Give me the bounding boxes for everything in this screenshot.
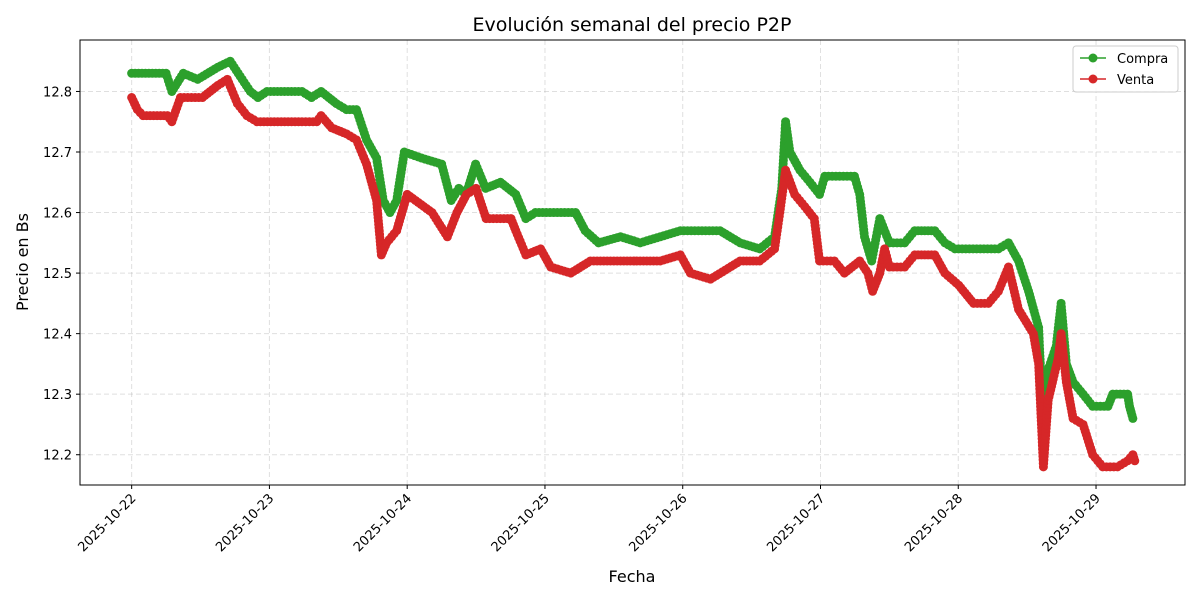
x-tick-label: 2025-10-22 — [75, 491, 139, 555]
chart-title: Evolución semanal del precio P2P — [473, 14, 792, 36]
legend: Compra Venta — [1072, 45, 1179, 93]
x-tick-label: 2025-10-23 — [213, 491, 277, 555]
x-tick-label: 2025-10-24 — [351, 491, 415, 555]
series-compra — [127, 56, 1138, 436]
y-tick-label: 12.3 — [43, 388, 72, 403]
y-tick-label: 12.7 — [43, 146, 72, 161]
series-layer — [127, 56, 1140, 472]
data-point — [1128, 413, 1138, 423]
series-venta — [127, 74, 1140, 472]
legend-compra-marker — [1088, 53, 1098, 63]
x-tick-label: 2025-10-27 — [764, 491, 828, 555]
y-tick-label: 12.2 — [43, 449, 72, 464]
y-tick-label: 12.6 — [43, 207, 72, 222]
x-tick-label: 2025-10-29 — [1040, 491, 1104, 555]
y-tick-label: 12.5 — [43, 267, 72, 282]
y-axis-label: Precio en Bs — [13, 213, 32, 311]
data-point — [1130, 456, 1140, 466]
x-axis: 2025-10-22 2025-10-23 2025-10-24 2025-10-25… — [75, 485, 1104, 555]
x-tick-label: 2025-10-25 — [489, 491, 553, 555]
plot-frame — [79, 39, 1186, 486]
legend-venta-marker — [1088, 74, 1098, 84]
x-tick-label: 2025-10-28 — [902, 491, 966, 555]
y-tick-label: 12.4 — [43, 328, 72, 343]
legend-venta-label: Venta — [1117, 73, 1154, 88]
legend-compra-label: Compra — [1117, 52, 1168, 67]
y-axis: 12.2 12.3 12.4 12.5 12.6 12.7 12.8 — [43, 85, 80, 464]
grid — [80, 40, 1185, 485]
x-tick-label: 2025-10-26 — [627, 491, 691, 555]
x-axis-label: Fecha — [609, 567, 656, 586]
y-tick-label: 12.8 — [43, 85, 72, 100]
